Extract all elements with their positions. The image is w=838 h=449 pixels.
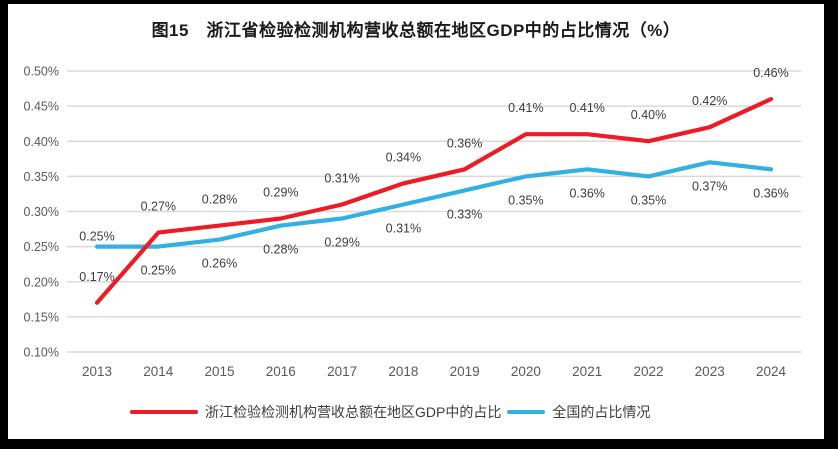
x-tick-label: 2013	[82, 364, 112, 379]
x-tick-label: 2019	[450, 364, 480, 379]
national-line-swatch-icon	[507, 410, 546, 414]
data-label-national: 0.35%	[631, 193, 666, 207]
data-label-national: 0.28%	[263, 243, 298, 257]
x-tick-label: 2018	[388, 364, 418, 379]
data-label-zhejiang: 0.28%	[202, 193, 237, 207]
x-tick-label: 2014	[143, 364, 174, 379]
x-tick-label: 2021	[572, 364, 602, 379]
zhejiang-line-swatch-icon	[130, 410, 198, 414]
y-tick-label: 0.45%	[24, 100, 59, 114]
data-label-national: 0.31%	[386, 222, 421, 236]
data-label-national: 0.33%	[447, 207, 482, 221]
y-tick-label: 0.15%	[24, 310, 59, 324]
series-zhejiang-line	[94, 96, 774, 305]
data-label-national: 0.36%	[753, 186, 788, 200]
data-label-zhejiang: 0.31%	[324, 172, 359, 186]
x-tick-label: 2020	[511, 364, 541, 379]
chart-title: 图15 浙江省检验检测机构营收总额在地区GDP中的占比情况（%）	[151, 21, 681, 40]
legend-label-zhejiang: 浙江检验检测机构营收总额在地区GDP中的占比	[205, 404, 502, 420]
x-tick-label: 2017	[327, 364, 357, 379]
data-label-national: 0.25%	[79, 230, 114, 244]
data-label-national: 0.35%	[508, 193, 543, 207]
legend-item-national: 全国的占比情况	[501, 402, 650, 422]
line-plot-area: 0.50% 0.45% 0.40% 0.35% 0.30% 0.25% 0.20% 0.15%…	[24, 65, 801, 379]
x-tick-label: 2016	[266, 364, 296, 379]
data-label-zhejiang: 0.46%	[753, 66, 788, 80]
y-tick-label: 0.30%	[24, 205, 59, 219]
data-label-zhejiang: 0.34%	[386, 150, 421, 164]
x-tick-label: 2023	[695, 364, 725, 379]
y-tick-label: 0.10%	[24, 346, 59, 360]
data-label-national: 0.29%	[324, 236, 359, 250]
legend-item-zhejiang: 浙江检验检测机构营收总额在地区GDP中的占比	[130, 402, 501, 422]
y-tick-label: 0.25%	[24, 240, 59, 254]
data-label-national: 0.25%	[141, 264, 176, 278]
data-label-zhejiang: 0.41%	[508, 101, 543, 115]
series-national-line	[94, 160, 774, 249]
data-label-zhejiang: 0.29%	[263, 186, 298, 200]
data-label-national: 0.26%	[202, 257, 237, 271]
data-label-zhejiang: 0.42%	[692, 94, 727, 108]
y-tick-label: 0.20%	[24, 275, 59, 289]
y-tick-label: 0.35%	[24, 170, 59, 184]
x-tick-label: 2022	[633, 364, 663, 379]
x-tick-label: 2015	[204, 364, 234, 379]
data-label-zhejiang: 0.27%	[141, 200, 176, 214]
legend-label-national: 全国的占比情况	[552, 404, 651, 420]
x-tick-label: 2024	[756, 364, 787, 379]
data-label-national: 0.37%	[692, 179, 727, 193]
legend: 浙江检验检测机构营收总额在地区GDP中的占比 全国的占比情况	[130, 402, 650, 422]
data-label-zhejiang: 0.41%	[569, 101, 604, 115]
data-label-zhejiang: 0.17%	[79, 270, 114, 284]
y-tick-label: 0.40%	[24, 135, 59, 149]
data-label-zhejiang: 0.40%	[631, 108, 666, 122]
data-label-national: 0.36%	[569, 186, 604, 200]
data-label-zhejiang: 0.36%	[447, 136, 482, 150]
y-tick-label: 0.50%	[24, 65, 59, 79]
chart-canvas: 图15 浙江省检验检测机构营收总额在地区GDP中的占比情况（%） 0.50% 0.…	[8, 4, 824, 439]
